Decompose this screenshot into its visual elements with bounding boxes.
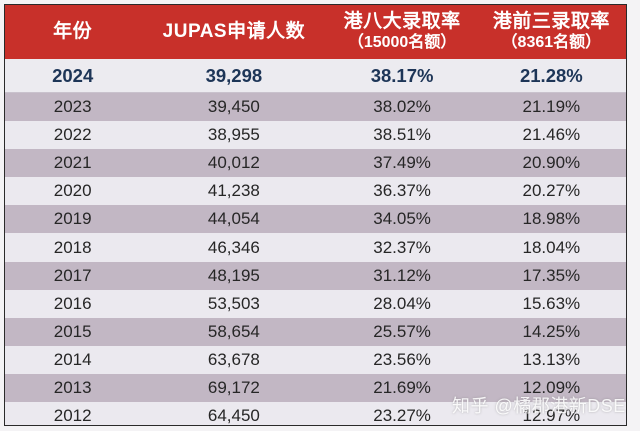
cell-applicants: 48,195 (207, 265, 260, 285)
cell-top8-rate: 36.37% (373, 181, 431, 201)
cell-year: 2019 (53, 209, 92, 229)
cell-year: 2012 (53, 406, 92, 426)
cell-top3-rate: 18.04% (522, 237, 581, 257)
cell-year: 2014 (53, 349, 92, 369)
table-row-highlight-2024: 2024 39,298 38.17% 21.28% (5, 59, 626, 93)
table-row: 2023 39,450 38.02% 21.19% (5, 93, 626, 122)
cell-year: 2021 (53, 153, 92, 173)
cell-top3-rate: 20.90% (522, 153, 581, 173)
cell-top8-rate: 34.05% (373, 209, 431, 229)
cell-top3-rate: 13.13% (522, 349, 581, 369)
table-row: 2018 46,346 32.37% 18.04% (5, 233, 626, 262)
cell-top8-rate: 38.02% (373, 97, 431, 117)
cell-applicants: 64,450 (207, 406, 260, 426)
cell-top3-rate: 12.97% (522, 406, 581, 426)
cell-top8-rate: 25.57% (373, 321, 431, 341)
cell-applicants: 38,955 (207, 125, 260, 145)
cell-year: 2013 (53, 377, 92, 397)
table-row: 2015 58,654 25.57% 14.25% (5, 317, 626, 346)
cell-applicants: 46,346 (207, 237, 260, 257)
table-row: 2017 48,195 31.12% 17.35% (5, 261, 626, 290)
cell-top3-rate: 17.35% (522, 265, 581, 285)
cell-applicants: 39,298 (205, 64, 263, 86)
cell-top3-rate: 18.98% (522, 209, 581, 229)
cell-year: 2018 (53, 237, 92, 257)
table-row: 2016 53,503 28.04% 15.63% (5, 289, 626, 318)
cell-top8-rate: 21.69% (373, 377, 431, 397)
cell-top8-rate: 38.51% (373, 125, 431, 145)
cell-top3-rate: 14.25% (522, 321, 581, 341)
table-row: 2014 63,678 23.56% 13.13% (5, 345, 626, 374)
header-top8-rate: 港八大录取率 （15000名额） (343, 11, 461, 51)
cell-top8-rate: 38.17% (370, 64, 434, 86)
cell-year: 2024 (52, 64, 94, 86)
jupas-admission-table: 年份 JUPAS申请人数 港八大录取率 （15000名额） 港前三录取率 （83… (4, 4, 627, 426)
header-applicants: JUPAS申请人数 (162, 20, 306, 42)
cell-top3-rate: 20.27% (522, 181, 581, 201)
cell-top3-rate: 21.19% (522, 97, 581, 117)
header-year: 年份 (53, 20, 93, 42)
cell-year: 2015 (53, 321, 92, 341)
cell-top8-rate: 32.37% (373, 237, 431, 257)
cell-applicants: 63,678 (207, 349, 260, 369)
cell-year: 2017 (53, 265, 92, 285)
table-row: 2022 38,955 38.51% 21.46% (5, 121, 626, 150)
cell-year: 2016 (53, 293, 92, 313)
table-row: 2013 69,172 21.69% 12.09% (5, 373, 626, 403)
table-row: 2019 44,054 34.05% 18.98% (5, 205, 626, 234)
cell-top3-rate: 21.46% (522, 125, 581, 145)
cell-applicants: 58,654 (207, 321, 260, 341)
table-row: 2021 40,012 37.49% 20.90% (5, 149, 626, 178)
cell-top3-rate: 12.09% (522, 377, 581, 397)
zhihu-watermark: 知乎 @橘郡港新DSE (452, 396, 626, 416)
header-top3-rate: 港前三录取率 （8361名额） (492, 11, 610, 51)
table-header: 年份 JUPAS申请人数 港八大录取率 （15000名额） 港前三录取率 （83… (5, 5, 626, 59)
cell-top3-rate: 21.28% (519, 64, 583, 86)
cell-applicants: 44,054 (207, 209, 260, 229)
cell-applicants: 69,172 (207, 377, 260, 397)
cell-top8-rate: 23.27% (373, 406, 431, 426)
cell-top8-rate: 31.12% (373, 265, 431, 285)
cell-top8-rate: 23.56% (373, 349, 431, 369)
table-row: 2020 41,238 36.37% 20.27% (5, 177, 626, 206)
cell-top3-rate: 15.63% (522, 293, 581, 313)
table-row: 2012 64,450 23.27% 12.97% (5, 402, 626, 426)
cell-applicants: 40,012 (207, 153, 260, 173)
cell-applicants: 39,450 (207, 97, 260, 117)
cell-year: 2023 (53, 97, 92, 117)
cell-top8-rate: 37.49% (373, 153, 431, 173)
cell-applicants: 41,238 (207, 181, 260, 201)
cell-applicants: 53,503 (207, 293, 260, 313)
cell-top8-rate: 28.04% (373, 293, 431, 313)
cell-year: 2020 (53, 181, 92, 201)
cell-year: 2022 (53, 125, 92, 145)
